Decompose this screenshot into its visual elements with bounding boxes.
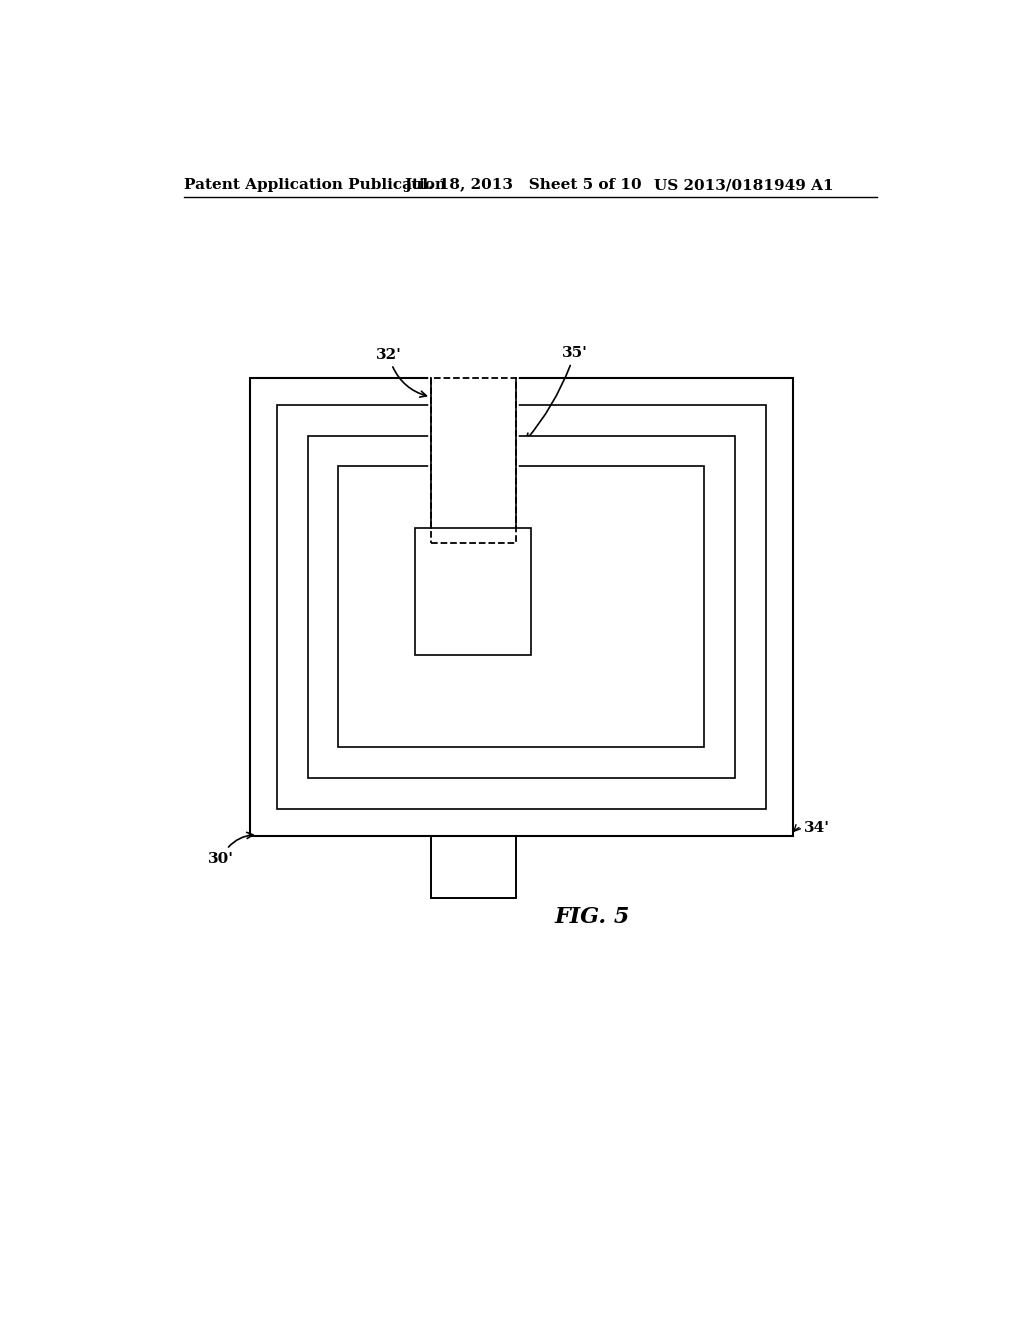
Text: 32': 32' bbox=[376, 347, 426, 397]
Bar bbox=[250, 378, 793, 836]
Text: US 2013/0181949 A1: US 2013/0181949 A1 bbox=[654, 178, 834, 193]
Bar bbox=[339, 466, 705, 747]
Bar bbox=[431, 378, 515, 544]
Bar bbox=[307, 436, 735, 779]
Bar bbox=[276, 405, 766, 809]
Text: 30': 30' bbox=[208, 833, 253, 866]
Text: FIG. 5: FIG. 5 bbox=[555, 906, 630, 928]
Bar bbox=[307, 436, 735, 779]
Bar bbox=[431, 836, 515, 898]
Bar bbox=[416, 528, 531, 655]
Bar bbox=[416, 528, 531, 655]
Bar bbox=[339, 466, 705, 747]
Bar bbox=[431, 378, 515, 528]
Bar bbox=[250, 378, 793, 836]
Text: 35': 35' bbox=[526, 346, 588, 440]
Bar bbox=[250, 378, 793, 836]
Text: Jul. 18, 2013   Sheet 5 of 10: Jul. 18, 2013 Sheet 5 of 10 bbox=[403, 178, 641, 193]
Bar bbox=[276, 405, 766, 809]
Text: 34': 34' bbox=[794, 821, 830, 836]
Text: Patent Application Publication: Patent Application Publication bbox=[184, 178, 446, 193]
Bar bbox=[339, 466, 705, 747]
